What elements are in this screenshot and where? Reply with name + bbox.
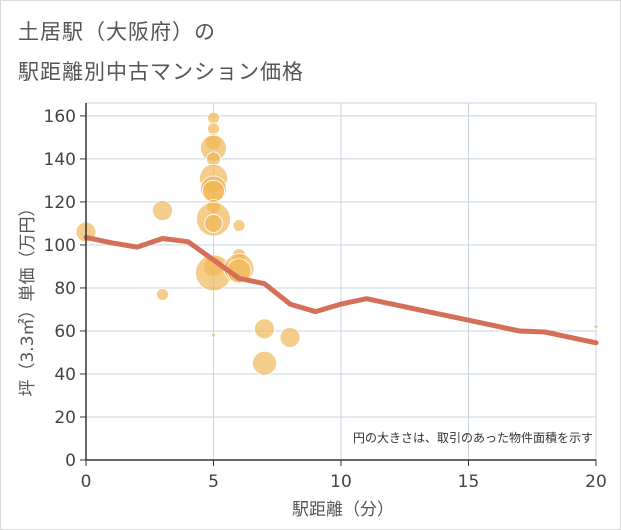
average-price-line bbox=[83, 234, 599, 346]
x-axis-label: 駅距離（分） bbox=[292, 500, 394, 520]
x-tick-label: 10 bbox=[330, 472, 352, 492]
y-tick-label: 120 bbox=[44, 193, 76, 213]
data-bubble bbox=[207, 122, 220, 136]
data-bubble bbox=[211, 332, 216, 338]
y-tick-label: 40 bbox=[54, 365, 76, 385]
x-tick-label: 15 bbox=[458, 472, 480, 492]
data-bubble bbox=[207, 111, 220, 125]
y-tick-label: 0 bbox=[65, 451, 76, 471]
bubble-layer bbox=[75, 111, 599, 376]
size-note: 円の大きさは、取引のあった物件面積を示す bbox=[353, 430, 593, 445]
y-tick-label: 100 bbox=[44, 236, 76, 256]
axes bbox=[80, 103, 597, 466]
x-tick-label: 0 bbox=[81, 472, 92, 492]
data-bubble bbox=[593, 324, 599, 330]
y-tick-label: 160 bbox=[44, 107, 76, 127]
data-bubble bbox=[204, 214, 223, 233]
chart-title-line-1: 土居駅（大阪府）の bbox=[18, 20, 216, 44]
data-bubble bbox=[152, 200, 173, 221]
data-bubble bbox=[279, 327, 301, 348]
average-line-layer bbox=[83, 234, 599, 346]
y-axis-label: 坪（3.3㎡）単価（万円） bbox=[18, 199, 38, 396]
grid bbox=[85, 102, 597, 461]
data-bubble bbox=[254, 318, 275, 340]
x-tick-label: 5 bbox=[208, 472, 219, 492]
data-bubble bbox=[156, 288, 169, 301]
data-bubble bbox=[232, 219, 246, 232]
chart-title-line-2: 駅距離別中古マンション価格 bbox=[18, 60, 304, 84]
data-bubble bbox=[252, 350, 277, 376]
y-tick-label: 20 bbox=[54, 408, 76, 428]
data-bubble bbox=[206, 151, 221, 167]
y-tick-label: 60 bbox=[54, 322, 76, 342]
y-tick-label: 80 bbox=[54, 279, 76, 299]
x-tick-label: 20 bbox=[585, 472, 607, 492]
y-tick-label: 140 bbox=[44, 150, 76, 170]
tick-labels: 0 20 40 60 80 100 120 140 160 0 5 10 15 20 bbox=[44, 107, 607, 492]
